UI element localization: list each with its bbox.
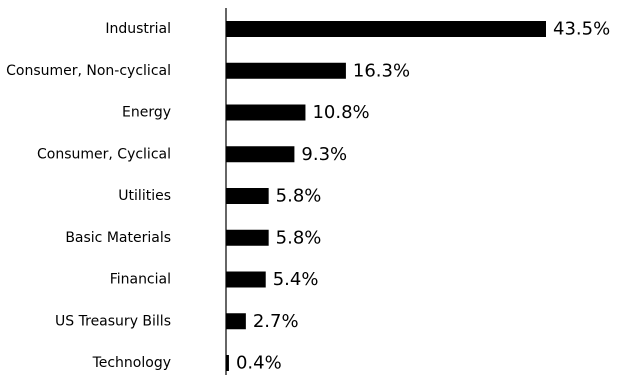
bar-financial: [226, 271, 266, 288]
category-label-technology: Technology: [92, 355, 171, 371]
value-labels-layer: 43.5% 16.3% 10.8% 9.3% 5.8% 5.8% 5.4% 2.7% 0.4%: [236, 19, 610, 374]
value-label-industrial: 43.5%: [553, 19, 610, 40]
value-label-utilities: 5.8%: [276, 186, 322, 207]
category-label-industrial: Industrial: [105, 21, 171, 37]
bar-basic-materials: [226, 229, 269, 246]
value-label-technology: 0.4%: [236, 353, 282, 374]
bar-consumer-non-cyclical: [226, 62, 346, 79]
value-label-energy: 10.8%: [312, 102, 369, 123]
bar-industrial: [226, 21, 546, 37]
bar-consumer-cyclical: [226, 146, 295, 163]
value-label-basic-materials: 5.8%: [276, 227, 322, 248]
category-label-energy: Energy: [122, 105, 171, 121]
bars-layer: [226, 21, 546, 371]
value-label-consumer-non-cyclical: 16.3%: [353, 60, 410, 81]
category-label-basic-materials: Basic Materials: [65, 230, 171, 246]
category-label-consumer-non-cyclical: Consumer, Non-cyclical: [6, 63, 171, 79]
bar-technology: [226, 355, 229, 371]
value-label-consumer-cyclical: 9.3%: [301, 144, 347, 165]
category-labels-layer: Industrial Consumer, Non-cyclical Energy Co…: [6, 21, 171, 371]
bar-utilities: [226, 188, 269, 204]
bar-us-treasury-bills: [226, 313, 246, 330]
value-label-us-treasury-bills: 2.7%: [253, 311, 299, 332]
value-label-financial: 5.4%: [273, 269, 319, 290]
category-label-us-treasury-bills: US Treasury Bills: [55, 313, 171, 329]
bar-energy: [226, 104, 306, 121]
category-label-utilities: Utilities: [118, 188, 171, 204]
category-label-consumer-cyclical: Consumer, Cyclical: [37, 146, 171, 162]
category-label-financial: Financial: [110, 272, 171, 288]
